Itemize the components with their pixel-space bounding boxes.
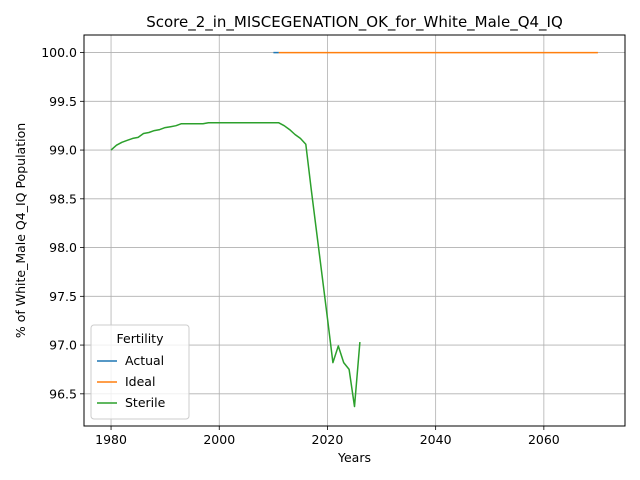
- y-tick-label: 99.0: [49, 143, 77, 158]
- x-tick-label: 2040: [420, 432, 452, 447]
- x-tick-label: 2000: [203, 432, 235, 447]
- grid-lines: [84, 35, 625, 426]
- x-axis-ticks: 1980 2000 2020 2040 2060: [95, 426, 560, 447]
- legend-box: [90, 324, 190, 420]
- x-axis-label: Years: [337, 450, 371, 465]
- y-tick-label: 99.5: [49, 94, 77, 109]
- y-tick-label: 98.5: [49, 191, 77, 206]
- y-tick-label: 100.0: [41, 45, 77, 60]
- x-tick-label: 2060: [528, 432, 560, 447]
- legend-label-sterile: Sterile: [125, 395, 166, 410]
- legend-items: Actual Ideal Sterile: [97, 353, 166, 410]
- legend: Fertility Actual Ideal Sterile: [90, 324, 190, 420]
- x-tick-label: 1980: [95, 432, 127, 447]
- x-tick-label: 2020: [312, 432, 344, 447]
- legend-title: Fertility: [117, 331, 165, 346]
- y-tick-label: 97.5: [49, 289, 77, 304]
- legend-label-ideal: Ideal: [125, 374, 155, 389]
- y-axis-ticks: 96.5 97.0 97.5 98.0 98.5 99.0 99.5 100.0: [41, 45, 84, 401]
- legend-label-actual: Actual: [125, 353, 164, 368]
- series-lines: [110, 51, 598, 408]
- y-tick-label: 98.0: [49, 240, 77, 255]
- series-line-sterile: [110, 122, 361, 408]
- chart-title: Score_2_in_MISCEGENATION_OK_for_White_Ma…: [146, 13, 563, 32]
- y-axis-label: % of White_Male Q4_IQ Population: [13, 123, 28, 338]
- plot-frame: [83, 34, 626, 427]
- y-tick-label: 96.5: [49, 386, 77, 401]
- y-tick-label: 97.0: [49, 338, 77, 353]
